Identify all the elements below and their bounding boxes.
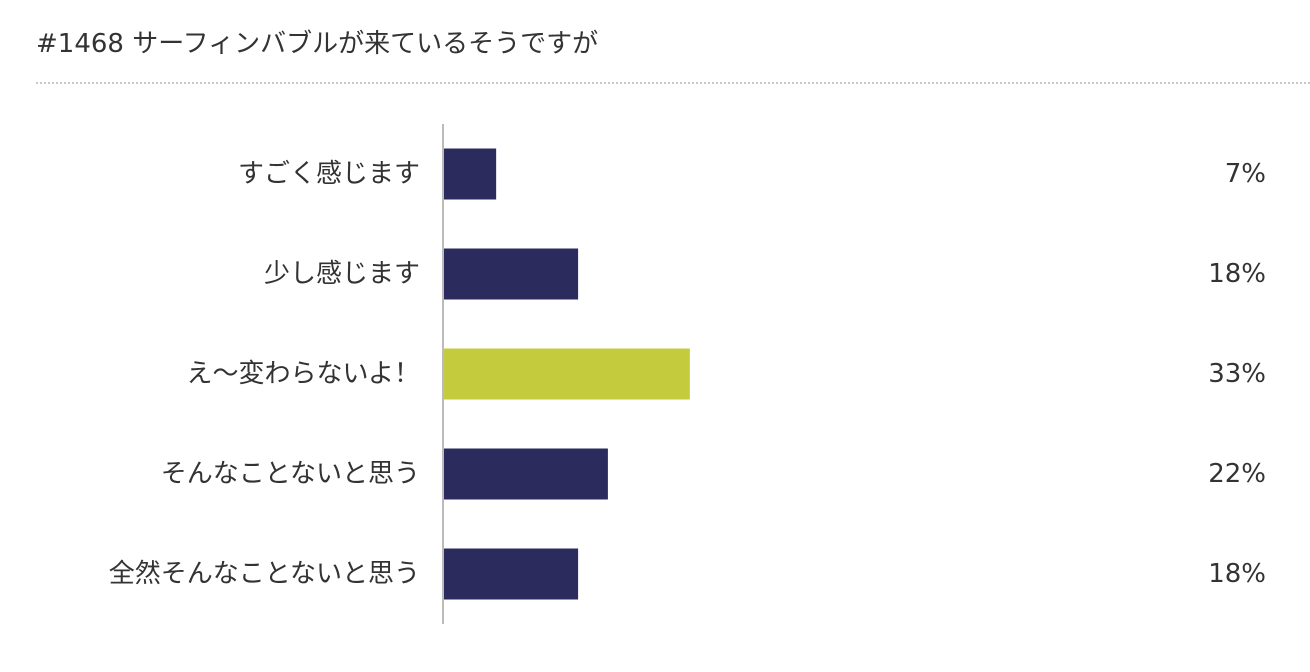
category-label: そんなことないと思う [161, 459, 420, 489]
bar [444, 448, 608, 500]
category-label: 全然そんなことないと思う [109, 559, 420, 589]
value-label: 18% [1208, 259, 1266, 289]
chart-title: #1468 サーフィンバブルが来ているそうですが [36, 29, 599, 59]
bars-group: すごく感じます 7% 少し感じます 18% え～変わらないよ！ 33% そんなことないと思う… [109, 148, 1266, 600]
value-label: 22% [1208, 459, 1266, 489]
value-label: 18% [1208, 559, 1266, 589]
category-label: 少し感じます [264, 259, 420, 289]
bar [444, 348, 690, 400]
category-label: すごく感じます [238, 159, 420, 189]
bar [444, 548, 579, 600]
category-label: え～変わらないよ！ [187, 359, 420, 389]
value-label: 33% [1208, 359, 1266, 389]
title-divider [36, 82, 1310, 84]
bar [444, 248, 579, 300]
value-label: 7% [1225, 159, 1266, 189]
bar [444, 148, 497, 200]
